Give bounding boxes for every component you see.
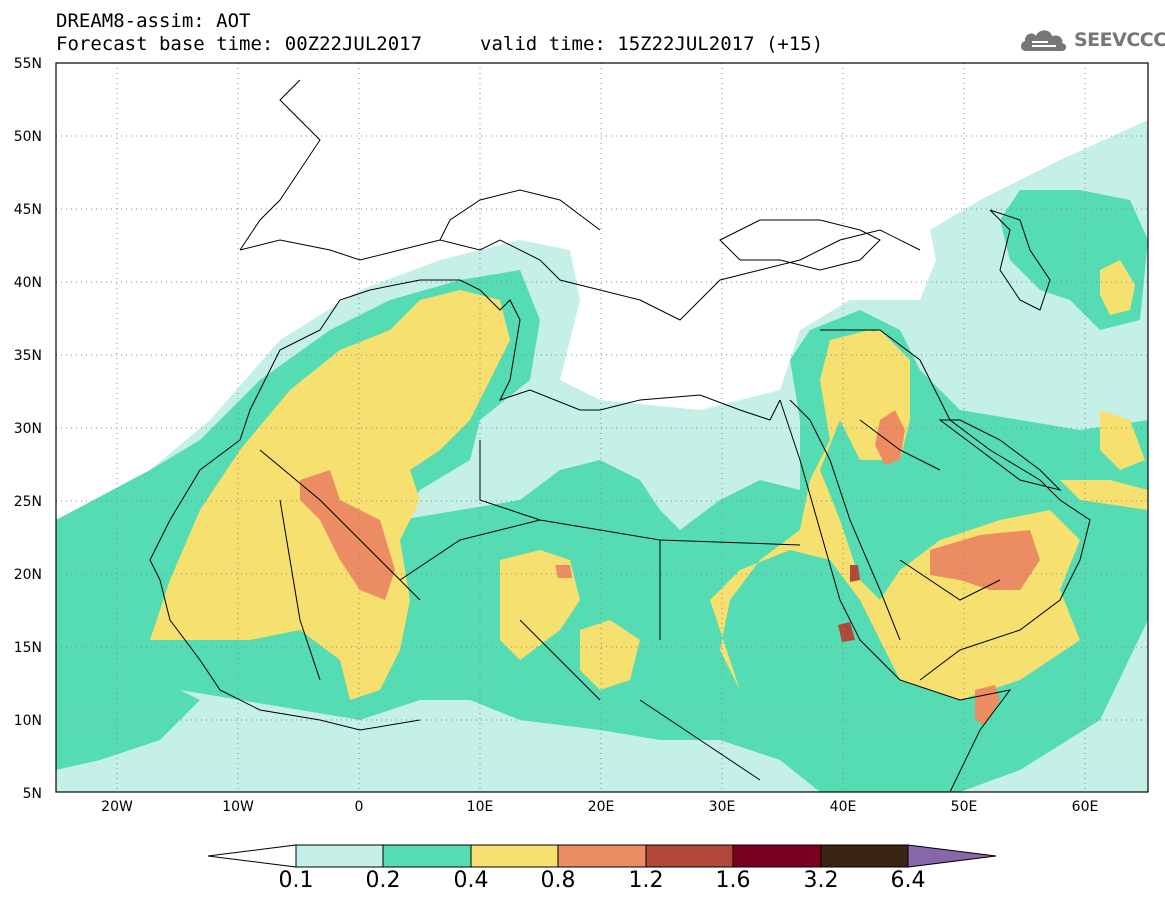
colorbar-above-arrow bbox=[907, 844, 997, 868]
contour-0.4-sudan bbox=[580, 620, 640, 690]
y-tick: 10N bbox=[13, 713, 42, 729]
x-tick: 0 bbox=[354, 799, 364, 815]
map-title: DREAM8-assim: AOT bbox=[56, 10, 251, 32]
colorbar-bin-1 bbox=[295, 844, 384, 868]
logo-text: SEEVCCC bbox=[1074, 29, 1165, 51]
colorbar-bin-6 bbox=[732, 844, 822, 868]
y-tick: 40N bbox=[13, 275, 42, 291]
contour-0.8-iraq bbox=[875, 410, 905, 465]
y-tick: 15N bbox=[13, 640, 42, 656]
x-tick: 40E bbox=[829, 799, 857, 815]
contour-0.4-caspian bbox=[1100, 260, 1135, 315]
x-tick: 30E bbox=[708, 799, 736, 815]
colorbar-label: 0.4 bbox=[453, 868, 489, 893]
colorbar-label: 6.4 bbox=[890, 868, 926, 893]
colorbar-bin-7 bbox=[820, 844, 909, 868]
colorbar-below-arrow bbox=[207, 844, 297, 868]
contour-1.2-red-sea bbox=[850, 565, 860, 582]
coastlines bbox=[149, 79, 1091, 792]
seevccc-logo: SEEVCCC bbox=[1018, 24, 1165, 56]
graticule bbox=[56, 63, 1148, 792]
colorbar-bin-3 bbox=[470, 844, 559, 868]
y-tick: 20N bbox=[13, 567, 42, 583]
contour-0.8-sahara bbox=[300, 470, 395, 600]
y-tick: 35N bbox=[13, 348, 42, 364]
colorbar-bin-5 bbox=[645, 844, 734, 868]
y-tick: 55N bbox=[13, 56, 42, 72]
contour-0.8-arabia bbox=[930, 530, 1040, 590]
y-tick: 50N bbox=[13, 129, 42, 145]
y-tick: 25N bbox=[13, 494, 42, 510]
x-tick: 50E bbox=[950, 799, 978, 815]
forecast-base-time: Forecast base time: 00Z22JUL2017 bbox=[56, 33, 423, 55]
y-tick: 30N bbox=[13, 421, 42, 437]
contour-0.8-somalia bbox=[975, 685, 1000, 725]
x-tick: 20E bbox=[587, 799, 615, 815]
map-frame bbox=[55, 62, 1149, 793]
contour-0.4-oman bbox=[1060, 480, 1148, 510]
colorbar-label: 0.8 bbox=[540, 868, 576, 893]
cloud-icon bbox=[1020, 30, 1067, 51]
colorbar-label: 3.2 bbox=[803, 868, 839, 893]
colorbar-bin-4 bbox=[557, 844, 647, 868]
valid-time: valid time: 15Z22JUL2017 (+15) bbox=[480, 33, 824, 55]
contour-1.2-eritrea bbox=[838, 622, 855, 642]
colorbar-label: 1.2 bbox=[628, 868, 664, 893]
y-tick: 5N bbox=[22, 786, 42, 802]
x-tick: 20W bbox=[101, 799, 133, 815]
contour-0.4-gulf bbox=[1100, 410, 1145, 470]
x-tick: 10W bbox=[222, 799, 254, 815]
x-tick: 10E bbox=[466, 799, 494, 815]
colorbar bbox=[207, 844, 997, 868]
contour-0.4-east bbox=[710, 330, 1080, 700]
colorbar-label: 0.1 bbox=[278, 868, 314, 893]
y-tick: 45N bbox=[13, 202, 42, 218]
colorbar-bin-2 bbox=[382, 844, 472, 868]
colorbar-label: 1.6 bbox=[715, 868, 751, 893]
contour-0.2-lowerleft bbox=[56, 640, 200, 770]
colorbar-label: 0.2 bbox=[365, 868, 401, 893]
contour-0.8-chad bbox=[555, 565, 572, 578]
x-tick: 60E bbox=[1071, 799, 1099, 815]
